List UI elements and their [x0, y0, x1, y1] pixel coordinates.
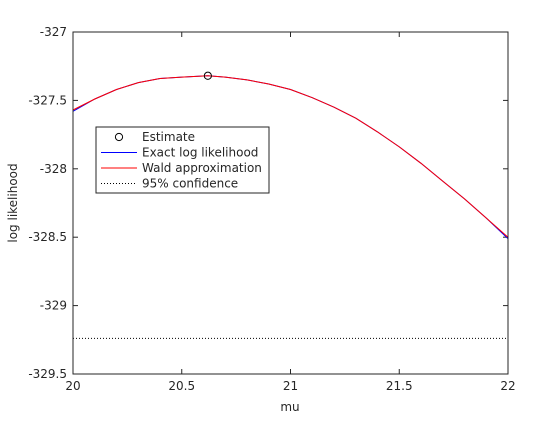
legend-label-wald-approximation: Wald approximation	[142, 161, 262, 175]
y-tick-label: -328.5	[28, 230, 67, 244]
x-tick-label: 20	[65, 379, 80, 393]
x-axis-label: mu	[280, 400, 299, 414]
legend-label-estimate: Estimate	[142, 130, 195, 144]
x-tick-label: 21.5	[386, 379, 413, 393]
x-tick-label: 22	[500, 379, 515, 393]
y-tick-label: -329	[40, 299, 67, 313]
legend-box	[95, 126, 270, 194]
estimate-marker	[203, 71, 212, 80]
x-tick-label: 21	[283, 379, 298, 393]
series-layer	[72, 71, 509, 339]
y-tick-label: -329.5	[28, 367, 67, 381]
series-line-wald-approximation	[72, 75, 509, 238]
legend-swatch-estimate	[114, 132, 124, 142]
x-tick-label: 20.5	[168, 379, 195, 393]
legend-label-exact-log-likelihood: Exact log likelihood	[142, 146, 258, 160]
y-tick-label: -327	[40, 25, 67, 39]
legend-label-95-confidence: 95% confidence	[142, 177, 238, 191]
y-axis-label: log likelihood	[6, 163, 20, 242]
axes-box	[72, 31, 509, 375]
y-tick-label: -328	[40, 162, 67, 176]
y-tick-label: -327.5	[28, 93, 67, 107]
plot-area	[73, 32, 508, 374]
